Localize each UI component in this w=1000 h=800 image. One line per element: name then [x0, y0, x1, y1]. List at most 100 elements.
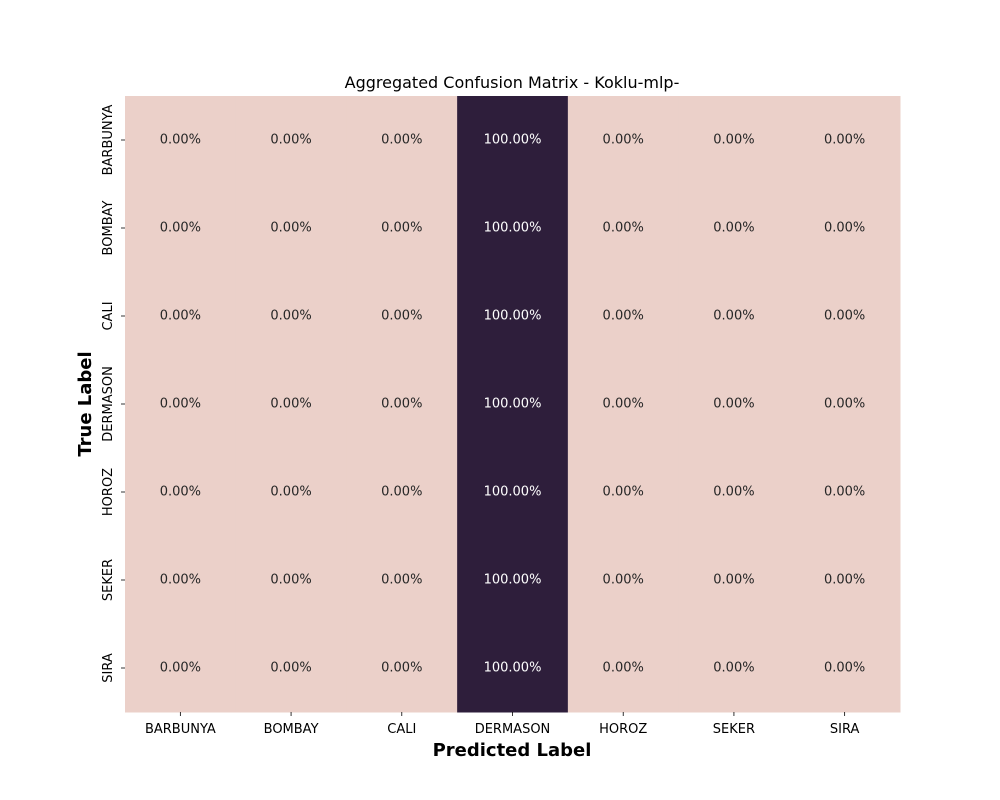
heatmap-cell: [125, 360, 237, 449]
y-axis-ticks: BARBUNYA BOMBAY CALI DERMASON HOROZ SEKER SIRA: [101, 104, 125, 683]
cell-value-label: 0.00%: [603, 485, 644, 500]
heatmap-cell: [125, 184, 237, 273]
y-tick-label: BARBUNYA: [101, 104, 116, 175]
heatmap-cell: [346, 96, 458, 185]
heatmap-cell: [457, 184, 569, 273]
cell-value-label: 0.00%: [270, 309, 311, 324]
heatmap-cell: [346, 360, 458, 449]
heatmap-cell: [789, 624, 901, 713]
cell-value-label: 0.00%: [270, 221, 311, 236]
heatmap-cell: [235, 624, 347, 713]
heatmap-cell: [235, 360, 347, 449]
x-tick-label: BOMBAY: [264, 722, 319, 737]
heatmap-cell: [346, 448, 458, 537]
heatmap-cell: [678, 360, 790, 449]
cell-value-label: 0.00%: [824, 661, 865, 676]
cell-value-label: 0.00%: [713, 133, 754, 148]
heatmap-cell: [678, 624, 790, 713]
cell-value-label: 0.00%: [160, 221, 201, 236]
y-tick-label: DERMASON: [101, 366, 116, 442]
heatmap-cell: [457, 96, 569, 185]
cell-value-label: 0.00%: [270, 397, 311, 412]
cell-value-label: 100.00%: [484, 309, 542, 324]
cell-value-label: 0.00%: [381, 573, 422, 588]
cell-value-label: 0.00%: [603, 661, 644, 676]
cell-value-label: 100.00%: [484, 485, 542, 500]
cell-value-label: 0.00%: [713, 397, 754, 412]
heatmap-cell: [457, 624, 569, 713]
y-axis-title: True Label: [75, 351, 96, 456]
cell-value-label: 0.00%: [824, 573, 865, 588]
cell-value-label: 0.00%: [824, 397, 865, 412]
cell-value-label: 0.00%: [270, 661, 311, 676]
x-tick-label: CALI: [387, 722, 416, 737]
x-tick-label: HOROZ: [599, 722, 647, 737]
y-tick-label: SEKER: [101, 559, 116, 601]
heatmap-cell: [678, 184, 790, 273]
heatmap-cell: [235, 536, 347, 625]
cell-value-label: 0.00%: [713, 573, 754, 588]
heatmap-cell: [789, 360, 901, 449]
heatmap-cell: [678, 272, 790, 361]
heatmap-cells: 0.00% 0.00% 0.00% 100.00% 0.00% 0.00% 0.00% 0.0…: [125, 96, 901, 713]
cell-value-label: 0.00%: [824, 309, 865, 324]
heatmap-cell: [125, 624, 237, 713]
heatmap-cell: [457, 272, 569, 361]
cell-value-label: 100.00%: [484, 133, 542, 148]
cell-value-label: 0.00%: [603, 133, 644, 148]
heatmap-cell: [346, 536, 458, 625]
y-tick-label: BOMBAY: [101, 201, 116, 256]
cell-value-label: 100.00%: [484, 573, 542, 588]
y-tick-label: HOROZ: [101, 468, 116, 516]
heatmap-cell: [125, 448, 237, 537]
heatmap-cell: [678, 536, 790, 625]
cell-value-label: 0.00%: [381, 397, 422, 412]
cell-value-label: 0.00%: [824, 133, 865, 148]
heatmap-cell: [235, 96, 347, 185]
x-tick-label: DERMASON: [475, 722, 551, 737]
heatmap-cell: [235, 272, 347, 361]
y-tick-label: CALI: [101, 301, 116, 330]
heatmap-cell: [789, 184, 901, 273]
cell-value-label: 0.00%: [160, 573, 201, 588]
cell-value-label: 0.00%: [713, 661, 754, 676]
heatmap-cell: [567, 536, 680, 625]
cell-value-label: 0.00%: [603, 397, 644, 412]
heatmap-cell: [567, 96, 680, 185]
heatmap-cell: [567, 272, 680, 361]
cell-value-label: 0.00%: [603, 221, 644, 236]
cell-value-label: 0.00%: [603, 573, 644, 588]
x-tick-label: SIRA: [830, 722, 860, 737]
heatmap-cell: [678, 448, 790, 537]
heatmap-cell: [346, 184, 458, 273]
cell-value-label: 100.00%: [484, 397, 542, 412]
x-tick-label: BARBUNYA: [145, 722, 216, 737]
cell-value-label: 0.00%: [381, 309, 422, 324]
cell-value-label: 0.00%: [160, 397, 201, 412]
cell-value-label: 0.00%: [270, 133, 311, 148]
cell-value-label: 0.00%: [603, 309, 644, 324]
x-axis-title: Predicted Label: [433, 740, 592, 761]
cell-value-label: 0.00%: [160, 485, 201, 500]
heatmap-cell: [125, 272, 237, 361]
cell-value-label: 0.00%: [381, 133, 422, 148]
heatmap-cell: [457, 536, 569, 625]
heatmap-cell: [346, 272, 458, 361]
heatmap-cell: [235, 184, 347, 273]
heatmap-cell: [457, 448, 569, 537]
heatmap-cell: [125, 536, 237, 625]
cell-value-label: 100.00%: [484, 221, 542, 236]
cell-value-label: 0.00%: [270, 485, 311, 500]
heatmap-cell: [789, 96, 901, 185]
cell-value-label: 0.00%: [713, 485, 754, 500]
cell-value-label: 0.00%: [270, 573, 311, 588]
heatmap-cell: [125, 96, 237, 185]
cell-value-label: 0.00%: [160, 309, 201, 324]
cell-value-label: 0.00%: [381, 221, 422, 236]
heatmap-cell: [678, 96, 790, 185]
heatmap-cell: [457, 360, 569, 449]
cell-value-label: 0.00%: [160, 661, 201, 676]
cell-value-label: 100.00%: [484, 661, 542, 676]
cell-value-label: 0.00%: [160, 133, 201, 148]
